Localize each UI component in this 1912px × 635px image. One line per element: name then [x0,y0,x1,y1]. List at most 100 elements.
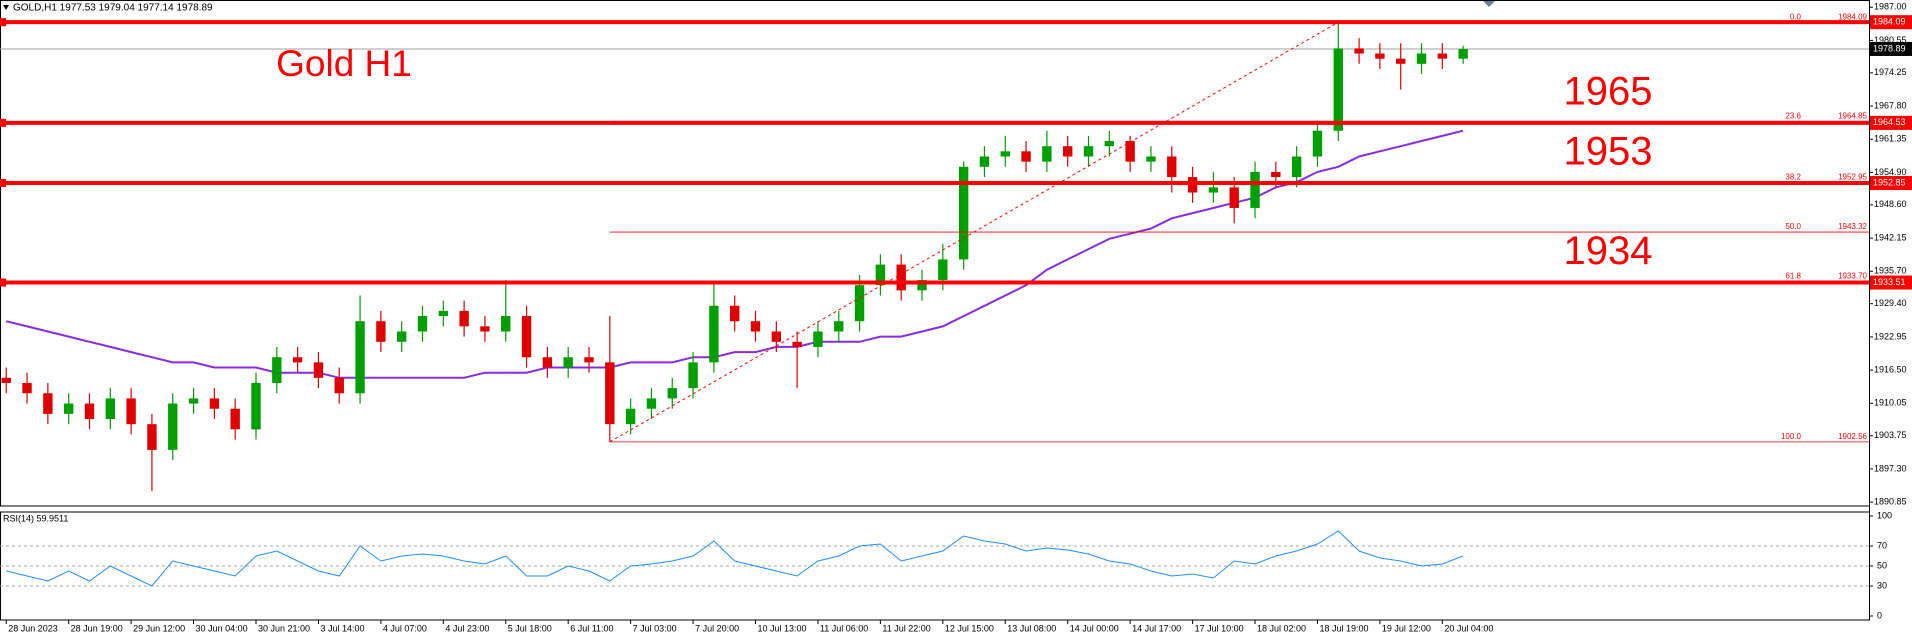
candle-body [1063,146,1073,157]
candle-body [417,316,428,332]
level-annotation: 1934 [1564,229,1653,273]
candle-body [105,398,115,420]
x-tick-label: 30 Jun 21:00 [258,623,310,633]
x-tick-label: 4 Jul 07:00 [383,623,427,633]
fibonacci-price: 1902.56 [1838,432,1867,441]
candle-body [813,331,823,347]
candle-body [521,316,532,358]
y-tick-label: 1974.25 [1874,67,1907,77]
rsi-line [6,530,1464,587]
fibonacci-ratio: 0.0 [1790,12,1802,21]
candle-body [1458,48,1468,59]
y-tick-label: 30 [1877,580,1887,590]
candle-body [688,362,698,389]
candle-body [376,321,386,342]
candle-body [1042,146,1052,162]
y-tick-label: 1929.40 [1874,298,1907,308]
candle-body [1291,156,1302,178]
candle-body [563,357,573,368]
candle-body [542,357,553,368]
x-tick-label: 30 Jun 04:00 [196,623,248,633]
y-tick-label: 100 [1877,510,1892,520]
moving-average [5,129,1464,379]
fibonacci-price: 1984.09 [1838,12,1867,21]
candle-body [292,357,303,363]
candle-body [147,424,157,450]
candle-body [771,331,782,342]
candle-body [84,403,95,420]
y-tick-label: 1916.50 [1874,364,1907,374]
x-tick-label: 7 Jul 20:00 [695,623,739,633]
fibonacci-price: 1952.95 [1838,173,1867,182]
candle-body [605,362,615,425]
level-price-label: 1952.85 [1873,177,1906,187]
candle-body [958,166,969,260]
level-anchor [0,18,6,27]
fibonacci-price: 1964.85 [1838,111,1867,120]
fibonacci-price: 1933.70 [1838,272,1867,281]
y-tick-label: 1903.75 [1874,430,1907,440]
candle-body [979,156,990,167]
candle-body [1229,187,1239,208]
candle-body [1021,151,1031,162]
level-price-box [1869,115,1912,130]
fibonacci-ratio: 38.2 [1785,173,1801,182]
candle-body [1333,48,1343,131]
y-tick-label: 1948.60 [1874,199,1907,209]
x-tick-label: 10 Jul 13:00 [758,623,807,633]
candle-body [730,305,740,322]
candle-body [1146,156,1156,162]
x-tick-label: 11 Jul 22:00 [882,623,930,633]
x-tick-label: 3 Jul 14:00 [320,623,364,633]
level-anchor [0,118,6,127]
candle-body [1396,58,1406,64]
x-tick-label: 5 Jul 18:00 [508,623,552,633]
x-tick-label: 17 Jul 10:00 [1195,623,1244,633]
candle-body [334,377,344,394]
candle-body [1437,53,1448,59]
candle-body [209,398,220,409]
candle-body [584,357,594,363]
symbol-menu-arrow [3,5,9,10]
candle-body [480,326,490,332]
candle-body [22,382,32,394]
y-tick-label: 1980.55 [1874,35,1907,45]
candle-body [313,362,324,378]
level-price-label: 1933.51 [1873,277,1906,287]
rsi-label: RSI(14) 59.9511 [3,513,68,523]
level-price-box [1869,175,1912,190]
y-tick-label: 1987.00 [1874,2,1907,12]
x-tick-label: 14 Jul 17:00 [1132,623,1181,633]
level-annotation: 1965 [1564,69,1653,113]
level-price-label: 1984.09 [1873,17,1906,27]
y-tick-label: 1954.90 [1874,167,1907,177]
level-price-box [1869,275,1912,290]
x-tick-label: 7 Jul 03:00 [633,623,677,633]
y-tick-label: 1967.80 [1874,100,1907,110]
candle-body [397,331,407,342]
fibonacci-ratio: 100.0 [1781,432,1802,441]
x-tick-label: 6 Jul 11:00 [570,623,613,633]
level-price-box [1869,15,1912,30]
y-tick-label: 0 [1877,610,1882,620]
candle-body [272,357,282,383]
candle-body [230,408,240,430]
candle-body [667,388,677,399]
level-anchor [0,278,6,287]
candle-body [1125,141,1135,162]
chart-header: GOLD,H1 1977.53 1979.04 1977.14 1978.89 [13,3,213,14]
x-tick-label: 28 Jun 2023 [8,623,58,633]
x-tick-label: 11 Jul 06:00 [820,623,868,633]
candle-body [750,321,761,332]
x-tick-label: 14 Jul 00:00 [1070,623,1119,633]
candle-body [126,398,136,425]
x-tick-label: 20 Jul 04:00 [1444,623,1493,633]
x-tick-label: 29 Jun 12:00 [133,623,185,633]
candle-body [1416,53,1427,64]
candle-body [63,403,74,414]
candle-body [1000,151,1010,157]
candle-body [355,321,365,394]
level-price-label: 1964.53 [1873,117,1906,127]
